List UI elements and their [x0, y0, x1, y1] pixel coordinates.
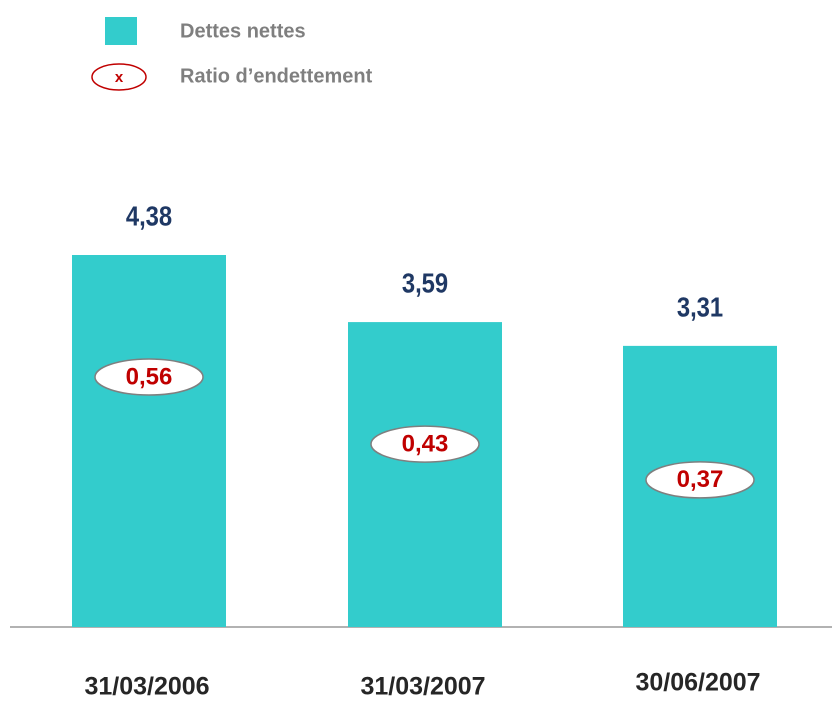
bar: [348, 322, 502, 627]
legend-label: Dettes nettes: [180, 20, 306, 42]
legend-label: Ratio d’endettement: [180, 65, 373, 87]
ratio-label: 0,43: [402, 430, 449, 457]
x-tick-label: 31/03/2007: [360, 673, 485, 701]
x-tick-label: 30/06/2007: [635, 669, 760, 697]
bar-value-label: 4,38: [126, 200, 172, 232]
legend-swatch: [105, 17, 137, 45]
bar-value-label: 3,31: [677, 290, 723, 322]
legend-oval: [91, 63, 147, 91]
ratio-oval: [94, 358, 204, 396]
bar: [72, 255, 226, 627]
ratio-oval: [370, 425, 480, 463]
ratio-label: 0,37: [677, 466, 724, 493]
legend-symbol: x: [115, 69, 124, 86]
ratio-oval: [645, 461, 755, 499]
x-tick-label: 31/03/2006: [84, 673, 209, 701]
bar-value-label: 3,59: [402, 267, 448, 299]
ratio-label: 0,56: [126, 363, 173, 390]
